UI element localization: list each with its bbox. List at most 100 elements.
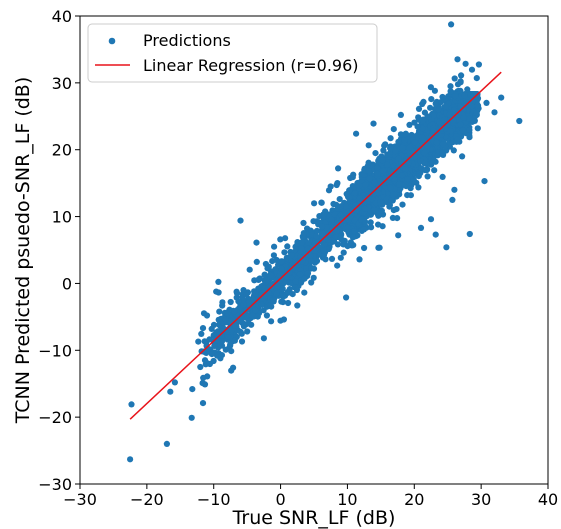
prediction-point (344, 224, 351, 231)
y-tick-label: 0 (62, 274, 72, 293)
prediction-point (293, 286, 300, 294)
prediction-point (429, 159, 436, 166)
prediction-point (277, 236, 284, 243)
prediction-point (237, 217, 244, 224)
prediction-point (268, 318, 275, 325)
prediction-point (448, 21, 455, 28)
prediction-point (208, 351, 215, 358)
prediction-point (454, 136, 461, 143)
prediction-point (246, 266, 253, 273)
prediction-point (244, 328, 251, 335)
prediction-point (397, 111, 404, 118)
y-tick-label: −10 (38, 341, 72, 360)
prediction-point (362, 218, 369, 225)
prediction-point (375, 221, 382, 228)
legend-box (87, 23, 378, 83)
y-tick-label: 30 (52, 74, 72, 93)
prediction-point (308, 279, 315, 286)
prediction-point (483, 99, 490, 106)
prediction-point (238, 330, 245, 337)
prediction-point (258, 301, 265, 308)
prediction-point (402, 165, 409, 173)
prediction-point (474, 95, 482, 102)
prediction-point (188, 414, 195, 421)
prediction-point (195, 338, 202, 345)
prediction-point (439, 93, 446, 101)
prediction-point (454, 56, 461, 63)
prediction-point (337, 254, 344, 261)
prediction-point (374, 170, 381, 178)
prediction-point (419, 117, 427, 124)
prediction-point (417, 224, 425, 231)
x-axis-label: True SNR_LF (dB) (232, 507, 396, 529)
prediction-point (304, 270, 312, 277)
prediction-point (318, 230, 325, 237)
prediction-point (336, 196, 343, 203)
prediction-point (425, 113, 432, 120)
prediction-point (267, 301, 274, 309)
x-tick-label: 40 (538, 490, 558, 509)
prediction-point (231, 337, 238, 344)
prediction-point (418, 134, 426, 141)
prediction-point (280, 316, 287, 323)
prediction-point (298, 239, 305, 246)
prediction-point (439, 141, 447, 148)
prediction-point (395, 232, 402, 239)
prediction-point (376, 178, 383, 185)
plot-area (79, 15, 549, 485)
prediction-point (240, 287, 247, 294)
prediction-point (457, 121, 464, 128)
prediction-point (270, 252, 277, 259)
prediction-point (310, 274, 317, 281)
prediction-point (361, 244, 368, 252)
prediction-point (200, 374, 207, 381)
prediction-point (260, 335, 267, 342)
prediction-point (337, 235, 344, 242)
prediction-point (398, 172, 406, 179)
prediction-point (243, 291, 250, 298)
prediction-point (378, 207, 385, 214)
prediction-point (325, 236, 332, 243)
prediction-point (443, 244, 450, 251)
x-tick-label: −20 (130, 490, 164, 509)
prediction-point (466, 115, 473, 122)
prediction-point (371, 206, 378, 214)
prediction-point (320, 211, 327, 218)
prediction-point (233, 290, 241, 297)
prediction-point (308, 257, 315, 265)
prediction-point (383, 195, 390, 202)
prediction-point (356, 256, 363, 263)
legend: Predictions Linear Regression (r=0.96) (87, 23, 378, 83)
prediction-point (320, 247, 327, 254)
prediction-point (279, 285, 286, 292)
prediction-point (435, 106, 442, 113)
prediction-point (227, 298, 234, 306)
prediction-point (351, 228, 358, 235)
prediction-point (451, 186, 458, 193)
prediction-point (305, 240, 312, 247)
prediction-point (322, 256, 329, 263)
prediction-point (271, 243, 278, 250)
prediction-point (406, 144, 413, 151)
prediction-point (224, 333, 232, 340)
prediction-point (334, 180, 341, 187)
prediction-point (294, 302, 301, 309)
prediction-point (387, 184, 394, 191)
prediction-point (278, 265, 285, 272)
legend-predictions-label: Predictions (143, 31, 231, 50)
prediction-point (245, 320, 252, 327)
prediction-point (395, 155, 402, 162)
y-tick-label: 20 (52, 141, 72, 160)
prediction-point (361, 205, 369, 212)
prediction-point (379, 157, 386, 164)
prediction-point (386, 202, 393, 209)
prediction-point (371, 179, 378, 186)
prediction-point (430, 112, 437, 119)
prediction-point (238, 338, 246, 345)
prediction-point (447, 128, 454, 135)
prediction-point (249, 312, 256, 319)
y-axis: −30 −20 −10 0 10 20 30 40 (38, 7, 80, 494)
prediction-point (439, 149, 446, 157)
prediction-point (276, 277, 284, 284)
prediction-point (201, 381, 209, 388)
